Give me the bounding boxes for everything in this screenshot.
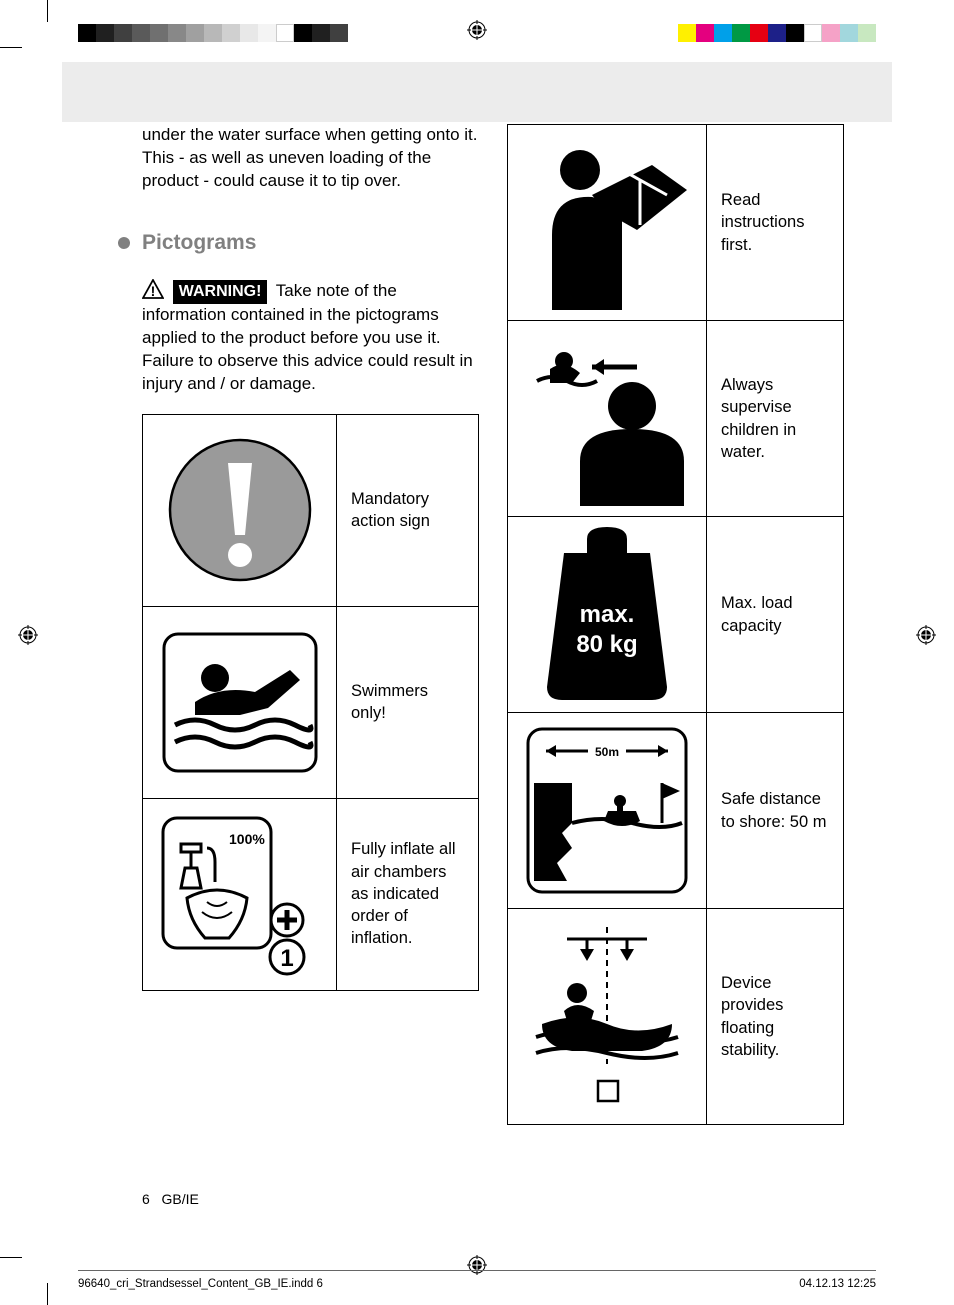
indd-date: 04.12.13 12:25	[799, 1277, 876, 1293]
table-row: Swimmers only!	[143, 606, 479, 798]
registration-mark-icon	[467, 20, 487, 40]
colorbar-left	[78, 24, 348, 42]
footer-page-number: 6	[142, 1191, 150, 1207]
pictogram-desc: Always supervise children in water.	[707, 321, 844, 517]
pictogram-desc: Mandatory action sign	[337, 414, 479, 606]
mandatory-action-icon	[143, 414, 337, 606]
indd-file: 96640_cri_Strandsessel_Content_GB_IE.ind…	[78, 1277, 323, 1293]
table-row: max. 80 kg Max. load capacity	[508, 517, 844, 713]
intro-paragraph: under the water surface when getting ont…	[142, 124, 479, 193]
table-row: 100%	[143, 798, 479, 990]
pictogram-desc: Max. load capacity	[707, 517, 844, 713]
svg-text:50m: 50m	[595, 745, 619, 759]
svg-text:!: !	[151, 283, 156, 299]
max-load-icon: max. 80 kg	[508, 517, 707, 713]
pictogram-desc: Read instructions first.	[707, 125, 844, 321]
svg-text:max.: max.	[580, 601, 635, 628]
section-heading: Pictograms	[142, 229, 479, 257]
table-row: Read instructions first.	[508, 125, 844, 321]
svg-text:100%: 100%	[229, 831, 265, 847]
floating-stability-icon	[508, 909, 707, 1125]
indesign-slug: 96640_cri_Strandsessel_Content_GB_IE.ind…	[78, 1270, 876, 1293]
pictogram-table-right: Read instructions first.	[507, 124, 844, 1125]
page-footer: 6 GB/IE	[142, 1190, 199, 1209]
safe-distance-icon: 50m	[508, 713, 707, 909]
table-row: 50m	[508, 713, 844, 909]
pictogram-desc: Fully inflate all air chambers as indica…	[337, 798, 479, 990]
pictogram-desc: Swimmers only!	[337, 606, 479, 798]
read-instructions-icon	[508, 125, 707, 321]
supervise-children-icon	[508, 321, 707, 517]
svg-text:80 kg: 80 kg	[576, 631, 637, 658]
warning-triangle-icon: !	[142, 279, 164, 299]
registration-mark-icon	[18, 625, 38, 645]
warning-label: WARNING!	[173, 280, 268, 304]
colorbar-right	[678, 24, 876, 42]
table-row: Device provides floating stability.	[508, 909, 844, 1125]
registration-mark-icon	[916, 625, 936, 645]
footer-region: GB/IE	[161, 1191, 198, 1207]
bullet-icon	[118, 237, 130, 249]
pictogram-table-left: Mandatory action sign Swimmers only!	[142, 414, 479, 991]
swimmers-only-icon	[143, 606, 337, 798]
inflate-icon: 100%	[143, 798, 337, 990]
svg-text:1: 1	[280, 945, 293, 972]
table-row: Mandatory action sign	[143, 414, 479, 606]
table-row: Always supervise children in water.	[508, 321, 844, 517]
warning-paragraph: ! WARNING! Take note of the information …	[142, 279, 479, 395]
pictogram-desc: Device provides floating stability.	[707, 909, 844, 1125]
pictogram-desc: Safe distance to shore: 50 m	[707, 713, 844, 909]
section-heading-label: Pictograms	[142, 229, 256, 257]
